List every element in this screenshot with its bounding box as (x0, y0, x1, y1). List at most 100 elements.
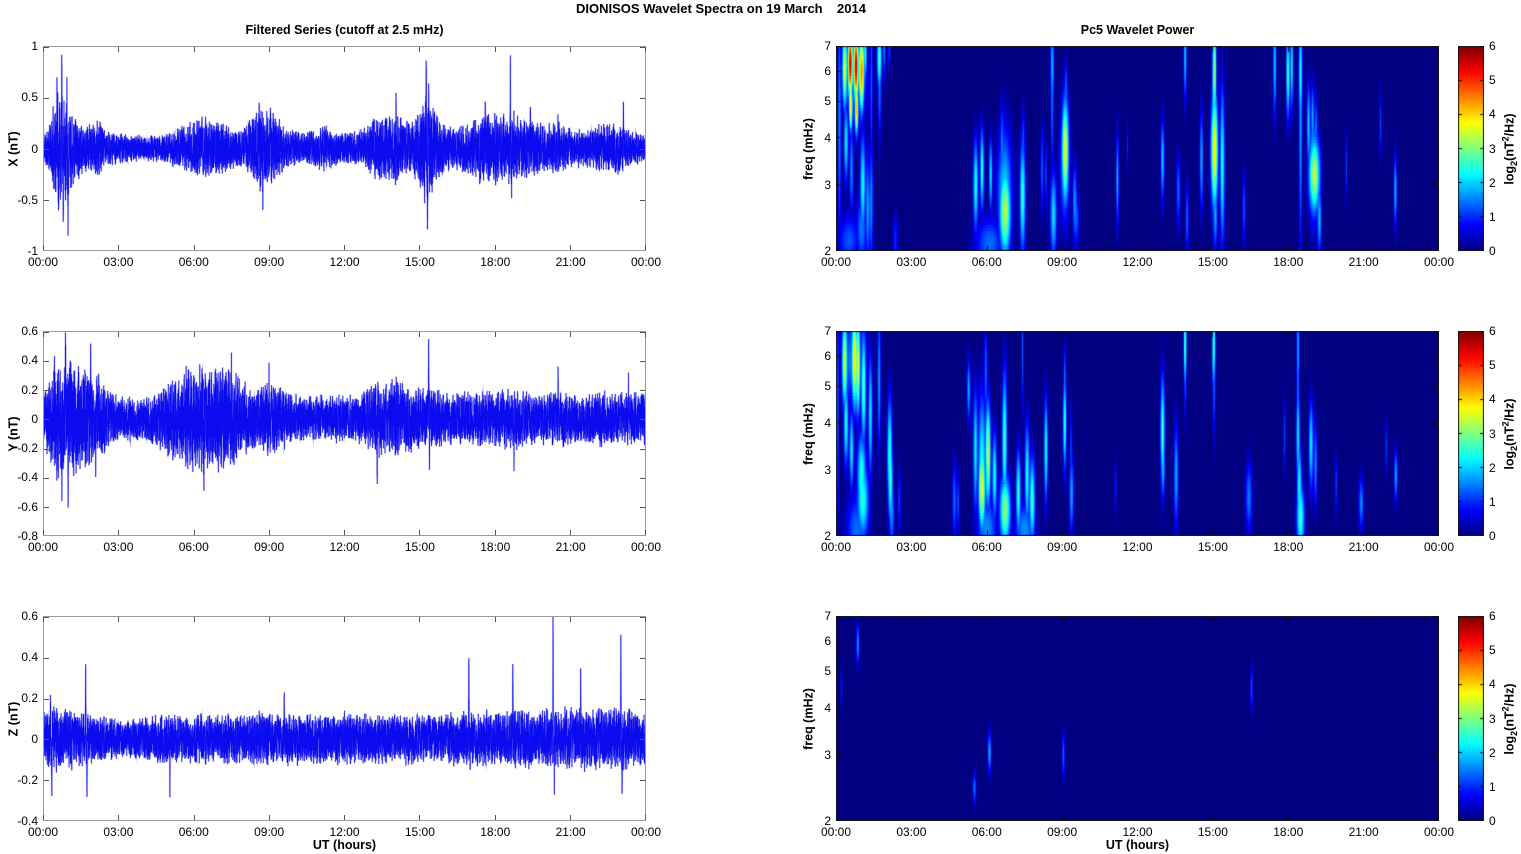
colorbar-x (1458, 46, 1484, 251)
x-tick-label: 06:00 (178, 825, 209, 839)
colorbar-tick-label: 0 (1489, 814, 1496, 828)
x-tick-label: 12:00 (1122, 255, 1153, 269)
freq-tick-label: 5 (824, 664, 831, 679)
colorbar-tick-label: 0 (1489, 529, 1496, 543)
spectrogram-plot-y (836, 331, 1439, 536)
x-tick-label: 06:00 (178, 255, 209, 269)
y-tick-label: 0 (31, 141, 38, 156)
x-tick-label: 03:00 (896, 255, 927, 269)
x-tick-label: 12:00 (1122, 825, 1153, 839)
colorbar-tick-label: 2 (1489, 460, 1496, 475)
x-tick-label: 00:00 (820, 255, 852, 269)
spectrogram-plot-x (836, 46, 1439, 251)
colorbar-tick-label: 2 (1489, 175, 1496, 190)
colorbar-tick-label: 6 (1489, 609, 1496, 623)
y-tick-label: 0.4 (21, 353, 38, 368)
x-tick-label: 12:00 (329, 540, 360, 554)
y-tick-label: -0.4 (17, 470, 38, 485)
x-tick-label: 21:00 (555, 825, 586, 839)
y-tick-label: 1 (31, 39, 38, 53)
figure-title: DIONISOS Wavelet Spectra on 19 March 201… (576, 1, 866, 16)
colorbar-tick-label: 4 (1489, 677, 1496, 692)
x-tick-label: 06:00 (971, 825, 1002, 839)
colorbar-tick-label: 4 (1489, 392, 1496, 407)
colorbar-tick-label: 3 (1489, 141, 1496, 156)
freq-tick-label: 3 (824, 747, 831, 762)
colorbar-tick-label: 3 (1489, 711, 1496, 726)
x-tick-label: 00:00 (630, 540, 662, 554)
y-tick-label: 0.6 (21, 324, 38, 338)
x-tick-label: 15:00 (404, 255, 435, 269)
right-column-title: Pc5 Wavelet Power (1080, 23, 1195, 37)
x-tick-label: 00:00 (630, 255, 662, 269)
x-tick-label: 12:00 (329, 255, 360, 269)
x-tick-label: 09:00 (1047, 255, 1078, 269)
x-tick-label: 15:00 (1197, 825, 1228, 839)
x-tick-label: 03:00 (103, 825, 134, 839)
spectrogram-plot-z (836, 616, 1439, 821)
colorbar-tick-label: 1 (1489, 494, 1496, 509)
freq-tick-label: 7 (824, 39, 831, 53)
x-tick-label: 18:00 (480, 255, 511, 269)
ylabel-z-nt: Z (nT) (6, 701, 20, 736)
freq-tick-label: 2 (824, 814, 831, 828)
freq-tick-label: 6 (824, 634, 831, 649)
y-tick-label: -0.6 (17, 499, 38, 514)
x-tick-label: 00:00 (630, 825, 662, 839)
colorbar-tick-label: 5 (1489, 73, 1496, 88)
y-tick-label: 0.2 (21, 382, 38, 397)
colorbar-tick-label: 2 (1489, 745, 1496, 760)
x-tick-label: 15:00 (404, 540, 435, 554)
freq-tick-label: 5 (824, 379, 831, 394)
x-tick-label: 21:00 (1348, 825, 1379, 839)
x-tick-label: 00:00 (820, 825, 852, 839)
x-tick-label: 09:00 (1047, 540, 1078, 554)
x-tick-label: 09:00 (254, 255, 285, 269)
freq-tick-label: 4 (824, 130, 831, 145)
y-tick-label: 0.5 (21, 90, 38, 105)
colorbar-tick-label: 4 (1489, 107, 1496, 122)
x-tick-label: 21:00 (1348, 540, 1379, 554)
x-tick-label: 06:00 (971, 540, 1002, 554)
x-tick-label: 21:00 (555, 255, 586, 269)
freq-tick-label: 2 (824, 529, 831, 543)
colorbar-y (1458, 331, 1484, 536)
colorbar-tick-label: 6 (1489, 39, 1496, 53)
y-tick-label: 0.2 (21, 691, 38, 705)
x-tick-label: 00:00 (1423, 825, 1455, 839)
xlabel-right: UT (hours) (1105, 838, 1170, 852)
freq-tick-label: 7 (824, 324, 831, 338)
x-tick-label: 15:00 (1197, 255, 1228, 269)
colorbar-tick-label: 6 (1489, 324, 1496, 338)
x-tick-label: 12:00 (329, 825, 360, 839)
freq-tick-label: 7 (824, 609, 831, 623)
xlabel-left: UT (hours) (312, 838, 377, 852)
x-tick-label: 18:00 (1273, 825, 1304, 839)
x-tick-label: 03:00 (103, 255, 134, 269)
freq-tick-label: 3 (824, 177, 831, 192)
left-column-title: Filtered Series (cutoff at 2.5 mHz) (245, 23, 444, 37)
timeseries-plot-z (43, 616, 646, 821)
y-tick-label: 0.6 (21, 609, 38, 623)
timeseries-plot-y (43, 331, 646, 536)
x-tick-label: 21:00 (555, 540, 586, 554)
x-tick-label: 18:00 (1273, 540, 1304, 554)
freq-tick-label: 2 (824, 244, 831, 258)
freq-tick-label: 6 (824, 349, 831, 364)
colorbar-tick-label: 5 (1489, 643, 1496, 658)
freq-tick-label: 3 (824, 462, 831, 477)
x-tick-label: 15:00 (404, 825, 435, 839)
colorbar-tick-label: 0 (1489, 244, 1496, 258)
x-tick-label: 09:00 (254, 540, 285, 554)
x-tick-label: 03:00 (896, 540, 927, 554)
colorbar-tick-label: 1 (1489, 779, 1496, 794)
x-tick-label: 18:00 (480, 540, 511, 554)
timeseries-plot-x (43, 46, 646, 251)
y-tick-label: -1 (27, 244, 38, 258)
y-tick-label: 0 (31, 732, 38, 746)
colorbar-tick-label: 5 (1489, 358, 1496, 373)
x-tick-label: 00:00 (27, 825, 59, 839)
x-tick-label: 09:00 (254, 825, 285, 839)
y-tick-label: 0 (31, 411, 38, 426)
colorbar-z (1458, 616, 1484, 821)
